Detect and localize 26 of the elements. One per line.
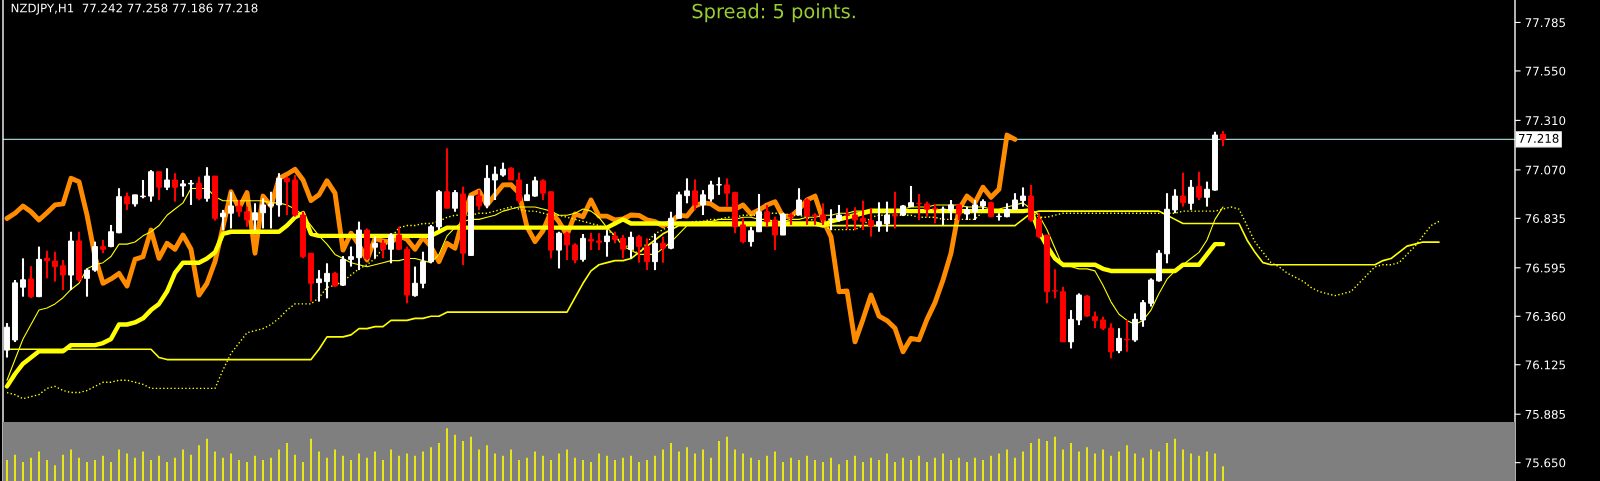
- y-tick-label: 77.785: [1525, 18, 1565, 28]
- candlestick: [1052, 268, 1058, 300]
- y-tick-label: 76.125: [1525, 360, 1565, 370]
- y-tick-label: 76.360: [1525, 311, 1566, 321]
- y-tick-label: 76.595: [1525, 263, 1565, 273]
- y-tick-label: 77.550: [1525, 66, 1566, 76]
- annotation: Spread: 5 points.: [692, 3, 855, 23]
- candlestick: [268, 190, 274, 230]
- candlestick: [844, 207, 850, 231]
- candlestick: [140, 178, 146, 200]
- candlestick: [508, 166, 514, 182]
- candlestick: [716, 176, 722, 196]
- y-tick-label: 76.835: [1525, 214, 1565, 223]
- candlestick: [180, 178, 186, 198]
- candlestick: [892, 190, 898, 230]
- candlestick: [916, 192, 922, 222]
- candlestick: [812, 212, 818, 226]
- candlestick: [596, 232, 602, 252]
- ref-line-label: 77.218: [1518, 133, 1559, 143]
- chart-title: NZDJPY,H1 77.242 77.258 77.186 77.218: [11, 3, 258, 15]
- candlestick: [828, 208, 834, 232]
- y-tick-label: 75.650: [1525, 458, 1566, 468]
- y-tick-label: 77.070: [1525, 165, 1566, 175]
- y-tick-label: 75.885: [1525, 409, 1565, 419]
- candlestick: [188, 178, 194, 206]
- y-tick-label: 77.310: [1525, 116, 1566, 126]
